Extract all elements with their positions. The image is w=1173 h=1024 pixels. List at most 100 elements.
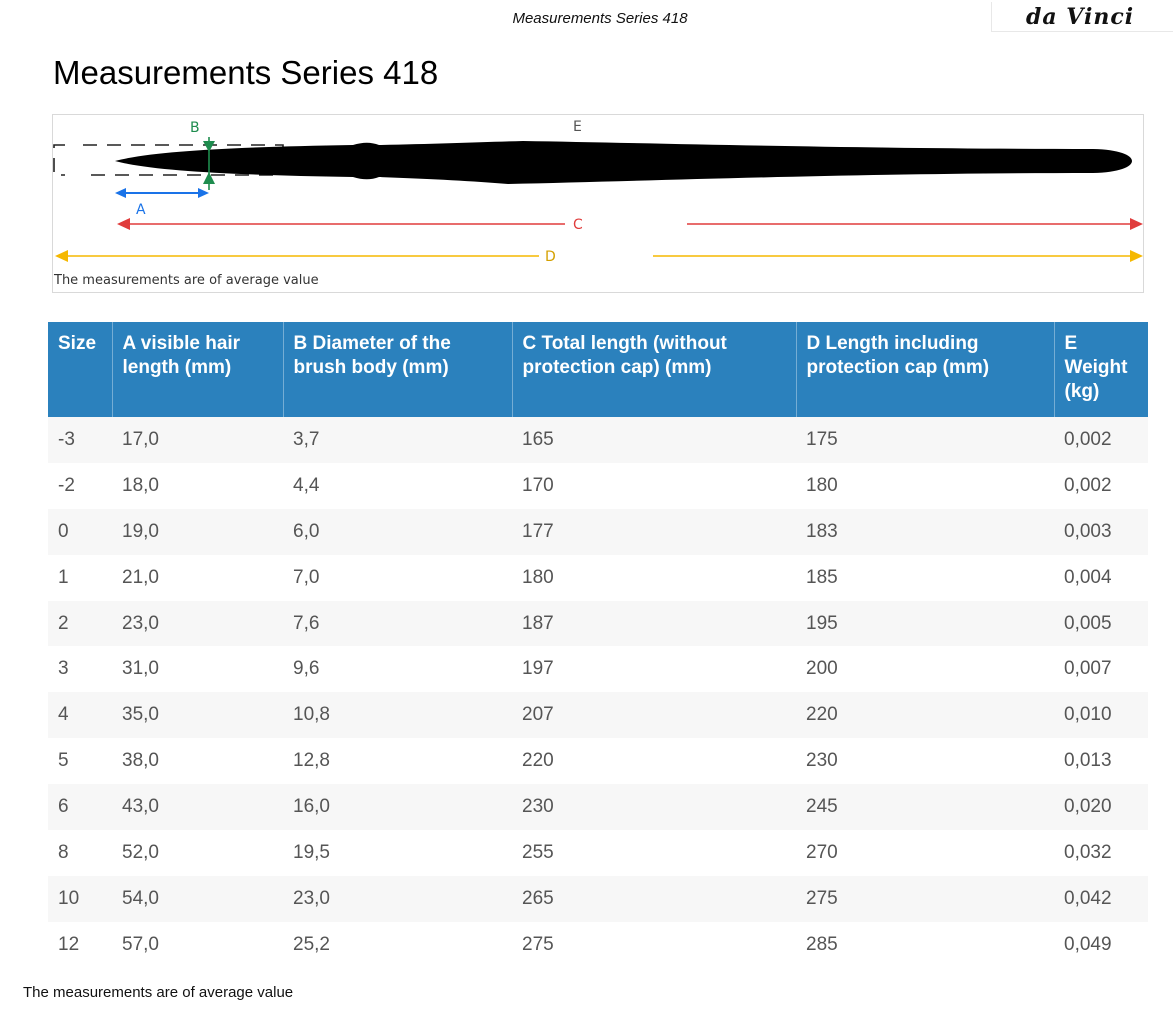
table-row: 2 23,0 7,6 187 195 0,005 [48, 600, 1148, 647]
cell-total-length: 165 [512, 417, 796, 463]
column-header-hair-length: A visible hair length (mm) [111, 322, 283, 417]
cell-weight: 0,020 [1054, 784, 1148, 831]
cell-body-diameter: 19,5 [283, 830, 512, 876]
a-arrow-right-head [198, 188, 209, 198]
table-row: 1 21,0 7,0 180 185 0,004 [48, 554, 1148, 601]
cell-size: 4 [48, 692, 112, 739]
table-row: -2 18,0 4,4 170 180 0,002 [48, 462, 1148, 509]
table-row: 4 35,0 10,8 207 220 0,010 [48, 692, 1148, 739]
diagram-note: The measurements are of average value [54, 273, 319, 288]
cell-total-length: 255 [512, 830, 796, 876]
cell-hair-length: 38,0 [112, 738, 283, 785]
cell-total-length: 187 [512, 600, 796, 647]
cell-hair-length: 43,0 [112, 784, 283, 831]
cell-total-length: 275 [512, 921, 796, 968]
protection-cap-outline [53, 144, 284, 176]
cell-hair-length: 18,0 [112, 462, 283, 509]
cell-hair-length: 31,0 [112, 646, 283, 693]
cell-body-diameter: 12,8 [283, 738, 512, 785]
e-label: E [573, 119, 582, 135]
cell-body-diameter: 16,0 [283, 784, 512, 831]
cell-weight: 0,002 [1054, 417, 1148, 463]
brand-logo: da Vinci [991, 2, 1173, 32]
cell-size: 12 [48, 921, 112, 968]
table-row: 0 19,0 6,0 177 183 0,003 [48, 508, 1148, 555]
cell-length-with-cap: 175 [796, 417, 1054, 463]
brush-measurement-diagram: B E A C D The measurements are of averag… [52, 114, 1144, 293]
cell-hair-length: 21,0 [112, 554, 283, 601]
b-marker-arrow-top [203, 141, 215, 152]
a-arrow-left-head [115, 188, 126, 198]
d-arrow-right-head [1130, 250, 1143, 262]
column-header-length-with-cap: D Length including protection cap (mm) [795, 322, 1054, 417]
table-row: 8 52,0 19,5 255 270 0,032 [48, 830, 1148, 876]
cell-body-diameter: 3,7 [283, 417, 512, 463]
table-row: 10 54,0 23,0 265 275 0,042 [48, 875, 1148, 922]
cell-length-with-cap: 275 [796, 875, 1054, 922]
c-label: C [573, 217, 583, 233]
cell-size: 6 [48, 784, 112, 831]
brush-diagram-svg: B E A C D [53, 119, 1143, 265]
cell-weight: 0,002 [1054, 462, 1148, 509]
d-arrow-left-head [55, 250, 68, 262]
cell-total-length: 230 [512, 784, 796, 831]
brand-logo-text: da Vinci [1026, 4, 1135, 30]
cell-size: 1 [48, 554, 112, 601]
cell-length-with-cap: 180 [796, 462, 1054, 509]
cell-size: 5 [48, 738, 112, 785]
b-label: B [190, 120, 200, 136]
cell-weight: 0,013 [1054, 738, 1148, 785]
cell-body-diameter: 23,0 [283, 875, 512, 922]
table-header-row: Size A visible hair length (mm) B Diamet… [48, 322, 1148, 417]
cell-length-with-cap: 195 [796, 600, 1054, 647]
table-row: 5 38,0 12,8 220 230 0,013 [48, 738, 1148, 785]
cell-size: 0 [48, 508, 112, 555]
cell-weight: 0,003 [1054, 508, 1148, 555]
cell-size: 3 [48, 646, 112, 693]
cell-hair-length: 23,0 [112, 600, 283, 647]
cell-hair-length: 35,0 [112, 692, 283, 739]
cell-length-with-cap: 185 [796, 554, 1054, 601]
cell-hair-length: 52,0 [112, 830, 283, 876]
b-marker-arrow-bottom [203, 172, 215, 184]
cell-length-with-cap: 285 [796, 921, 1054, 968]
cell-total-length: 177 [512, 508, 796, 555]
cell-length-with-cap: 183 [796, 508, 1054, 555]
column-header-body-diameter: B Diameter of the brush body (mm) [282, 322, 512, 417]
brush-silhouette [115, 141, 1132, 184]
cell-hair-length: 17,0 [112, 417, 283, 463]
column-header-size: Size [48, 322, 112, 417]
cell-weight: 0,032 [1054, 830, 1148, 876]
cell-weight: 0,007 [1054, 646, 1148, 693]
cell-hair-length: 54,0 [112, 875, 283, 922]
footer-note: The measurements are of average value [23, 984, 294, 1001]
page-title: Measurements Series 418 [53, 54, 439, 91]
cell-weight: 0,004 [1054, 554, 1148, 601]
cell-length-with-cap: 270 [796, 830, 1054, 876]
cell-hair-length: 57,0 [112, 921, 283, 968]
cell-length-with-cap: 200 [796, 646, 1054, 693]
cell-length-with-cap: 230 [796, 738, 1054, 785]
table-row: -3 17,0 3,7 165 175 0,002 [48, 417, 1148, 463]
d-label: D [545, 249, 556, 265]
cell-body-diameter: 6,0 [283, 508, 512, 555]
cell-total-length: 207 [512, 692, 796, 739]
cell-body-diameter: 7,0 [283, 554, 512, 601]
measurements-table-container: Size A visible hair length (mm) B Diamet… [48, 322, 1148, 968]
a-label: A [136, 202, 146, 218]
cell-size: 8 [48, 830, 112, 876]
measurements-table: Size A visible hair length (mm) B Diamet… [48, 322, 1148, 968]
c-arrow-right-head [1130, 218, 1143, 230]
column-header-weight: E Weight (kg) [1053, 322, 1148, 417]
cell-length-with-cap: 245 [796, 784, 1054, 831]
cell-size: -2 [48, 462, 112, 509]
cell-body-diameter: 25,2 [283, 921, 512, 968]
cell-hair-length: 19,0 [112, 508, 283, 555]
table-row: 6 43,0 16,0 230 245 0,020 [48, 784, 1148, 831]
cell-total-length: 180 [512, 554, 796, 601]
cell-body-diameter: 10,8 [283, 692, 512, 739]
cell-body-diameter: 4,4 [283, 462, 512, 509]
cell-weight: 0,005 [1054, 600, 1148, 647]
cell-weight: 0,042 [1054, 875, 1148, 922]
cell-body-diameter: 7,6 [283, 600, 512, 647]
